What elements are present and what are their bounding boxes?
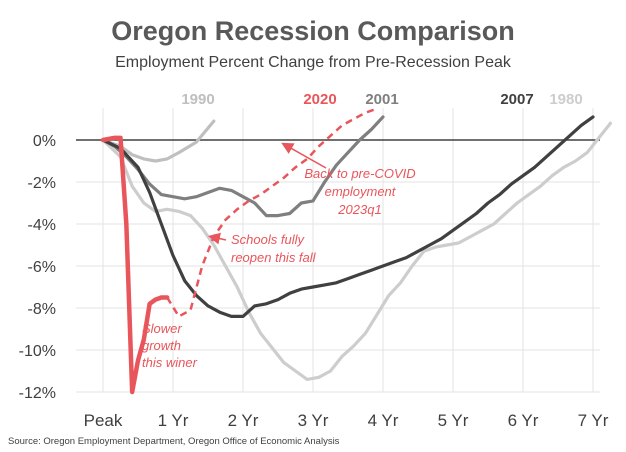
grid bbox=[76, 108, 600, 393]
x-tick-label: 5 Yr bbox=[438, 411, 469, 430]
annotations: Back to pre-COVID employment 2023q1 Schools… bbox=[142, 142, 416, 370]
y-tick-label: -10% bbox=[19, 343, 56, 360]
x-tick-label: 6 Yr bbox=[508, 411, 539, 430]
series-labels: 1990 1980 2001 2007 2020 bbox=[181, 91, 582, 108]
annotation-line: Schools fully bbox=[231, 232, 305, 247]
x-tick-label: 3 Yr bbox=[298, 411, 329, 430]
annotation-line: reopen this fall bbox=[231, 250, 317, 265]
series-label-2020: 2020 bbox=[303, 91, 336, 108]
annotation-line: Slower bbox=[142, 321, 182, 336]
annotation-line: 2023q1 bbox=[337, 202, 381, 217]
annotation-arrow bbox=[281, 142, 327, 169]
chart-title: Oregon Recession Comparison bbox=[111, 16, 515, 46]
series-line-2020 bbox=[100, 135, 170, 395]
annotation-slower-growth: Slower growth this winer bbox=[142, 321, 198, 370]
x-tick-label: Peak bbox=[84, 411, 123, 430]
y-tick-label: -2% bbox=[28, 175, 56, 192]
series-line-1990 bbox=[101, 119, 216, 163]
series-lines bbox=[100, 107, 613, 395]
annotation-schools-reopen: Schools fully reopen this fall bbox=[207, 232, 317, 265]
y-tick-label: -12% bbox=[19, 385, 56, 402]
y-tick-label: -4% bbox=[28, 217, 56, 234]
x-tick-label: 2 Yr bbox=[228, 411, 259, 430]
annotation-back-to-pre-covid: Back to pre-COVID employment 2023q1 bbox=[281, 142, 416, 217]
annotation-line: employment bbox=[325, 184, 397, 199]
chart-subtitle: Employment Percent Change from Pre-Reces… bbox=[115, 54, 512, 71]
x-tick-label: 4 Yr bbox=[368, 411, 399, 430]
annotation-line: growth bbox=[142, 338, 181, 353]
annotation-arrow bbox=[207, 232, 227, 245]
series-line-1980 bbox=[101, 121, 613, 381]
series-line-2001 bbox=[101, 115, 385, 218]
annotation-line: Back to pre-COVID bbox=[304, 166, 415, 181]
series-label-1980: 1980 bbox=[549, 91, 582, 108]
series-label-1990: 1990 bbox=[181, 91, 214, 108]
x-tick-label: 7 Yr bbox=[578, 411, 609, 430]
series-label-2001: 2001 bbox=[365, 91, 398, 108]
series-label-2007: 2007 bbox=[500, 91, 533, 108]
y-tick-label: -8% bbox=[28, 301, 56, 318]
y-axis-ticks: 0% -2% -4% -6% -8% -10% -12% bbox=[19, 133, 56, 402]
y-tick-label: 0% bbox=[33, 133, 56, 150]
x-tick-label: 1 Yr bbox=[158, 411, 189, 430]
source-note: Source: Oregon Employment Department, Or… bbox=[8, 436, 340, 447]
annotation-line: this winer bbox=[142, 355, 198, 370]
y-tick-label: -6% bbox=[28, 259, 56, 276]
